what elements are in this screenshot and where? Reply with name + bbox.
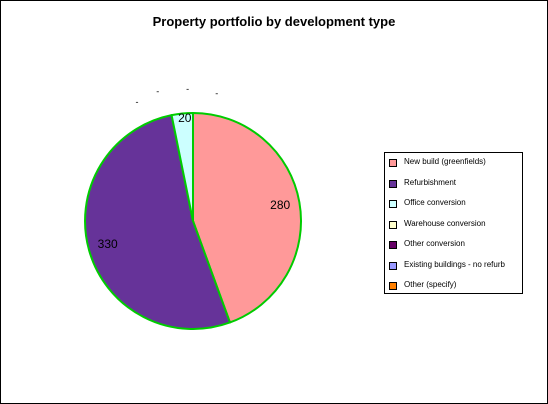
legend-item: New build (greenfields) bbox=[389, 157, 486, 169]
legend-swatch bbox=[389, 261, 397, 270]
pie-slice-1 bbox=[192, 112, 302, 324]
legend-label: Other (specify) bbox=[404, 280, 457, 289]
data-label-7: - bbox=[215, 89, 218, 99]
legend-swatch bbox=[389, 241, 397, 249]
pie-slice-3 bbox=[170, 112, 194, 222]
legend-label: Office conversion bbox=[404, 198, 466, 207]
data-label-2: 330 bbox=[98, 237, 118, 251]
legend-label: Refurbishment bbox=[404, 177, 457, 187]
legend-label: New build (greenfields) bbox=[404, 157, 486, 166]
legend-swatch bbox=[389, 282, 397, 290]
legend-label: Existing buildings - no refurb bbox=[404, 259, 505, 269]
legend-swatch bbox=[389, 220, 397, 229]
chart-legend: New build (greenfields) Refurbishment Offi… bbox=[384, 152, 523, 294]
legend-swatch bbox=[389, 159, 397, 167]
legend-label: Warehouse conversion bbox=[404, 218, 486, 228]
data-label-3: 20 bbox=[178, 111, 192, 125]
legend-label: Other conversion bbox=[404, 239, 465, 248]
data-label-4: - bbox=[136, 97, 139, 107]
legend-swatch bbox=[389, 179, 397, 188]
legend-item: Office conversion bbox=[389, 198, 466, 210]
legend-swatch bbox=[389, 200, 397, 208]
chart-title: Property portfolio by development type bbox=[152, 14, 396, 29]
legend-item: Other conversion bbox=[389, 239, 465, 251]
data-label-6: - bbox=[186, 84, 189, 94]
legend-item: Other (specify) bbox=[389, 280, 457, 292]
data-label-1: 280 bbox=[270, 198, 290, 212]
legend-item: Existing buildings - no refurb bbox=[389, 259, 505, 272]
data-label-5: - bbox=[156, 87, 159, 97]
pie-slice-2 bbox=[84, 114, 231, 330]
legend-item: Refurbishment bbox=[389, 177, 457, 190]
legend-item: Warehouse conversion bbox=[389, 218, 486, 231]
